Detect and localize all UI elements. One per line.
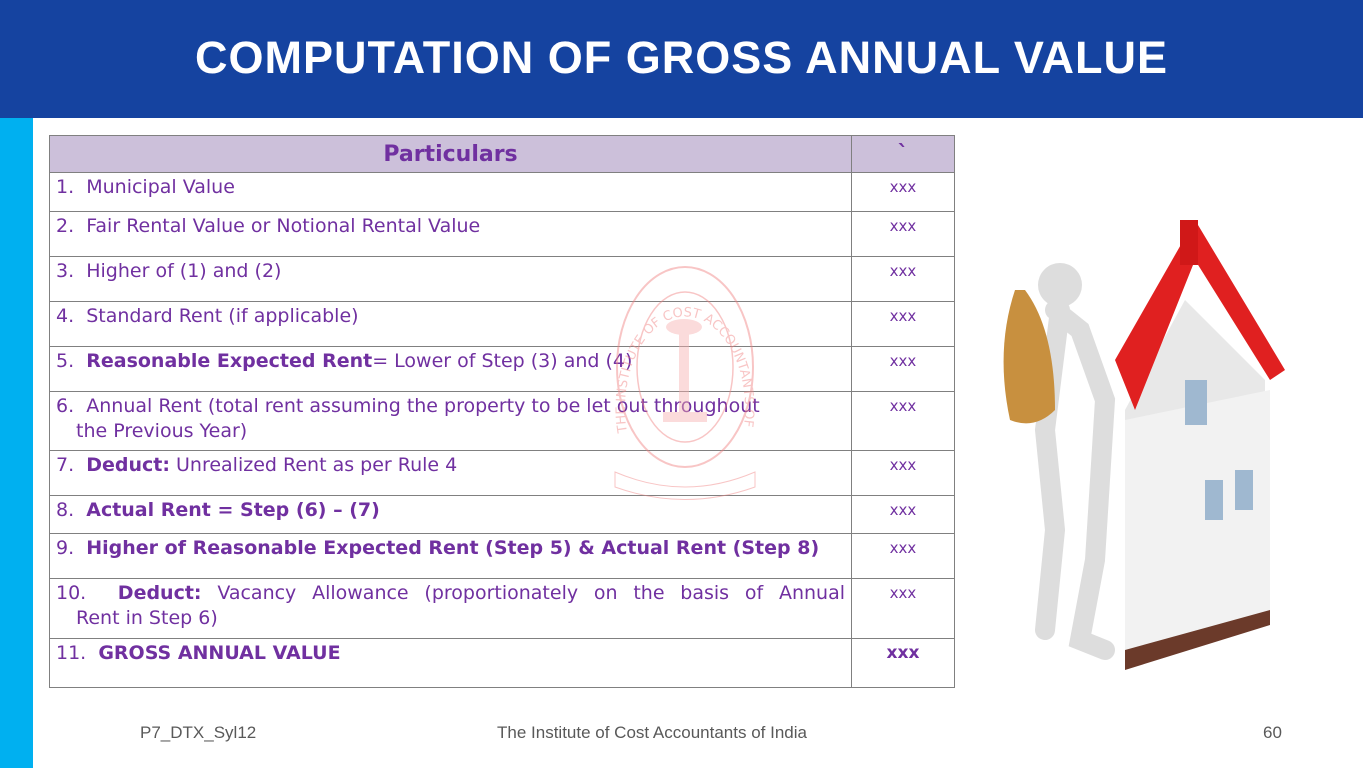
particular-cell: 1. Municipal Value (49, 172, 852, 212)
table-row: 7. Deduct: Unrealized Rent as per Rule 4… (49, 450, 955, 496)
item-bold-text: Deduct: (117, 582, 202, 604)
amount-cell: xxx (851, 495, 955, 534)
table-row: 5. Reasonable Expected Rent= Lower of St… (49, 346, 955, 392)
table-row: 2. Fair Rental Value or Notional Rental … (49, 211, 955, 257)
item-number: 6. (56, 395, 75, 417)
item-text: = Lower of Step (3) and (4) (372, 350, 633, 372)
item-text: Municipal Value (86, 176, 235, 198)
table-row: 3. Higher of (1) and (2) xxx (49, 256, 955, 302)
particular-cell: 9. Higher of Reasonable Expected Rent (S… (49, 533, 852, 579)
item-number: 8. (56, 499, 75, 521)
amount-cell: xxx (851, 450, 955, 496)
particular-cell: 10. Deduct: Vacancy Allowance (proportio… (49, 578, 852, 639)
item-bold-text: GROSS ANNUAL VALUE (98, 642, 341, 664)
item-number: 7. (56, 454, 75, 476)
item-bold-text: Deduct: (86, 454, 170, 476)
item-text: Higher of (1) and (2) (86, 260, 282, 282)
particular-cell: 6. Annual Rent (total rent assuming the … (49, 391, 852, 451)
item-text: Annual Rent (total rent assuming the pro… (86, 395, 760, 417)
item-number: 3. (56, 260, 75, 282)
header-amount: ` (851, 135, 955, 173)
item-number: 1. (56, 176, 75, 198)
particular-cell: 11. GROSS ANNUAL VALUE (49, 638, 852, 688)
amount-cell: xxx (851, 172, 955, 212)
amount-cell: xxx (851, 391, 955, 451)
item-bold-text: Reasonable Expected Rent (86, 350, 373, 372)
item-bold-text: Higher of Reasonable Expected Rent (Step… (86, 537, 820, 559)
item-number: 5. (56, 350, 75, 372)
table-row: 1. Municipal Value xxx (49, 172, 955, 212)
item-number: 11. (56, 642, 87, 664)
table-row: 9. Higher of Reasonable Expected Rent (S… (49, 533, 955, 579)
header-particulars: Particulars (49, 135, 852, 173)
particular-cell: 5. Reasonable Expected Rent= Lower of St… (49, 346, 852, 392)
amount-cell: xxx (851, 211, 955, 257)
amount-cell: xxx (851, 578, 955, 639)
item-text-continued: the Previous Year) (76, 420, 248, 442)
particular-cell: 8. Actual Rent = Step (6) – (7) (49, 495, 852, 534)
slide-title: COMPUTATION OF GROSS ANNUAL VALUE (195, 32, 1168, 83)
item-text: Standard Rent (if applicable) (86, 305, 359, 327)
particular-cell: 3. Higher of (1) and (2) (49, 256, 852, 302)
amount-cell: xxx (851, 301, 955, 347)
item-number: 10. (56, 582, 87, 604)
item-bold-text: Actual Rent = Step (6) – (7) (86, 499, 380, 521)
item-text: Fair Rental Value or Notional Rental Val… (86, 215, 481, 237)
item-text: Unrealized Rent as per Rule 4 (169, 454, 458, 476)
item-number: 4. (56, 305, 75, 327)
table-row: 8. Actual Rent = Step (6) – (7) xxx (49, 495, 955, 534)
amount-cell: xxx (851, 638, 955, 688)
footer-institute: The Institute of Cost Accountants of Ind… (497, 723, 807, 742)
amount-cell: xxx (851, 256, 955, 302)
table-row: 6. Annual Rent (total rent assuming the … (49, 391, 955, 451)
header-bar (0, 0, 1363, 118)
table-row: 10. Deduct: Vacancy Allowance (proportio… (49, 578, 955, 639)
particular-cell: 7. Deduct: Unrealized Rent as per Rule 4 (49, 450, 852, 496)
item-number: 2. (56, 215, 75, 237)
amount-cell: xxx (851, 533, 955, 579)
side-accent-strip (0, 118, 33, 768)
page-number: 60 (1263, 723, 1282, 742)
particular-cell: 2. Fair Rental Value or Notional Rental … (49, 211, 852, 257)
particular-cell: 4. Standard Rent (if applicable) (49, 301, 852, 347)
item-text: Vacancy Allowance (proportionately on th… (201, 582, 845, 604)
table-row: 11. GROSS ANNUAL VALUE xxx (49, 638, 955, 688)
item-number: 9. (56, 537, 75, 559)
footer-code: P7_DTX_Syl12 (140, 723, 257, 742)
table-row: 4. Standard Rent (if applicable) xxx (49, 301, 955, 347)
computation-table: Particulars ` 1. Municipal Value xxx 2. Fa… (49, 135, 955, 688)
house-with-person-image (1003, 220, 1285, 670)
item-text-continued: Rent in Step 6) (76, 607, 218, 629)
amount-cell: xxx (851, 346, 955, 392)
